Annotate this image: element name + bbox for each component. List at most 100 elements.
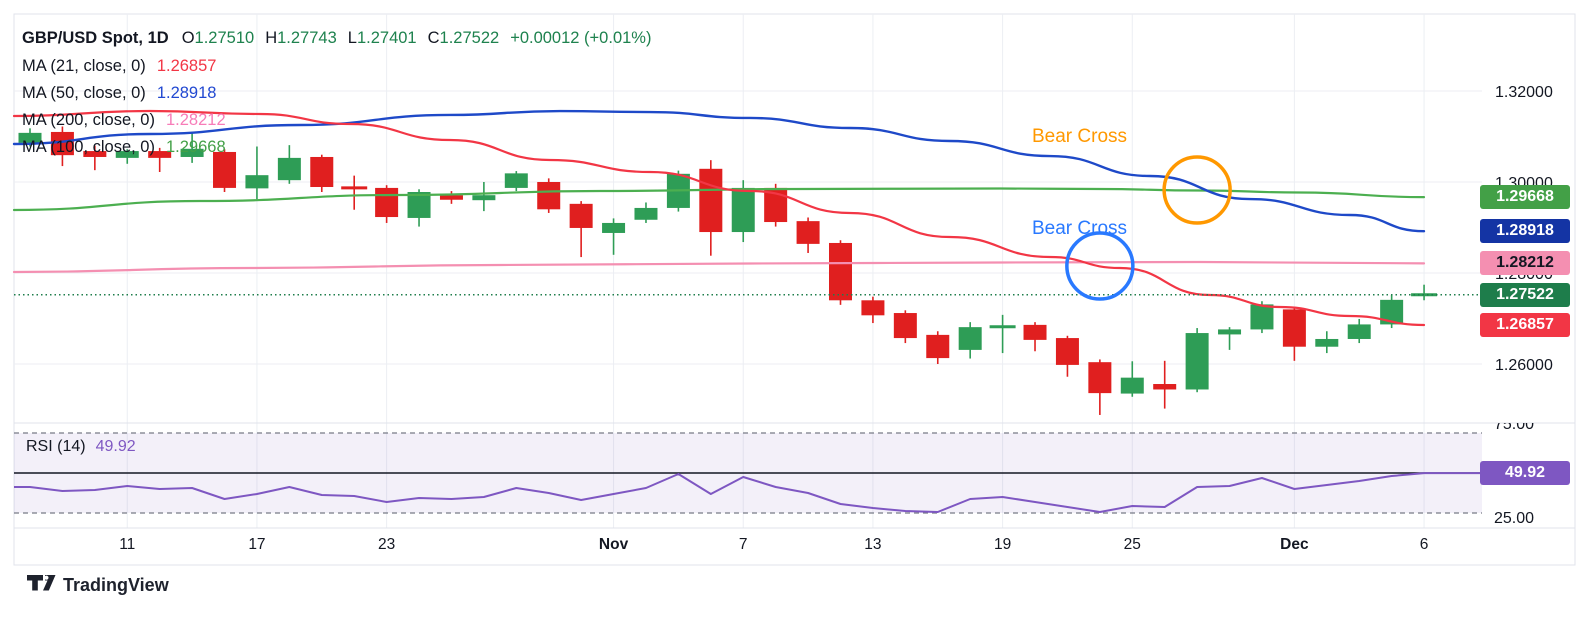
ma100-line[interactable] <box>12 187 1426 212</box>
ma50-line[interactable] <box>12 109 1426 233</box>
candle-body <box>1185 333 1209 390</box>
candle[interactable] <box>439 191 463 204</box>
price-tick-label: 1.32000 <box>1495 84 1553 101</box>
candle[interactable] <box>310 154 334 193</box>
candle-body <box>50 131 74 156</box>
candle-body <box>1380 299 1404 325</box>
price-axis[interactable] <box>1482 14 1575 528</box>
rsi-scale-low: 25.00 <box>1494 510 1535 527</box>
candle[interactable] <box>148 147 172 172</box>
candle[interactable] <box>1120 361 1144 397</box>
candle[interactable] <box>115 149 139 164</box>
candle[interactable] <box>180 132 204 163</box>
candle[interactable] <box>1315 331 1339 354</box>
time-tick-label: Dec <box>1280 536 1309 553</box>
symbol-legend-row[interactable]: GBP/USD Spot, 1D O1.27510 H1.27743 L1.27401… <box>22 29 651 48</box>
candle[interactable] <box>537 178 561 213</box>
candle[interactable] <box>50 126 74 167</box>
candle-body <box>634 207 658 220</box>
candle-body <box>569 203 593 228</box>
candle-body <box>537 182 561 210</box>
candle[interactable] <box>83 145 107 171</box>
ma200-legend-row[interactable]: MA (200, close, 0) 1.28212 <box>22 111 226 130</box>
time-tick-label: 25 <box>1124 536 1141 553</box>
bear-cross-label-upper[interactable]: Bear Cross <box>1032 126 1128 147</box>
high-value: 1.27743 <box>277 29 337 47</box>
close-value: 1.27522 <box>439 29 500 47</box>
candle[interactable] <box>1023 322 1047 352</box>
symbol-title: GBP/USD Spot, 1D <box>22 29 169 47</box>
candle[interactable] <box>277 145 301 184</box>
time-tick-label: 13 <box>864 536 881 553</box>
candle-body <box>861 300 885 316</box>
time-tick-label: 11 <box>119 536 135 553</box>
ma50-legend-row[interactable]: MA (50, close, 0) 1.28918 <box>22 84 216 103</box>
candle[interactable] <box>472 182 496 212</box>
rsi-scale[interactable]: 75.00 25.00 <box>1494 423 1586 528</box>
candle[interactable] <box>861 296 885 324</box>
close-label: C <box>427 29 440 47</box>
candle[interactable] <box>926 331 950 364</box>
chart-frame <box>13 13 1576 566</box>
ma21-value: 1.26857 <box>156 57 217 75</box>
candle-body <box>18 132 42 143</box>
tradingview-attribution[interactable]: TradingView <box>27 575 169 596</box>
candle[interactable] <box>375 185 399 223</box>
candle-body <box>602 222 626 233</box>
bear-cross-circle-lower[interactable] <box>1065 231 1135 301</box>
ma100-label: MA (100, close, 0) <box>22 138 155 156</box>
candle-body <box>829 242 852 301</box>
candle[interactable] <box>989 314 1016 354</box>
time-tick-label: 7 <box>739 536 748 553</box>
bear-cross-label-lower[interactable]: Bear Cross <box>1032 218 1128 239</box>
candle[interactable] <box>1282 306 1306 361</box>
candle[interactable] <box>1218 327 1242 350</box>
candle-body <box>375 187 399 218</box>
candle[interactable] <box>764 183 788 227</box>
candle[interactable] <box>504 171 528 192</box>
low-value: 1.27401 <box>356 29 417 47</box>
candle[interactable] <box>245 146 269 200</box>
ma21-legend-row[interactable]: MA (21, close, 0) 1.26857 <box>22 57 216 76</box>
candle[interactable] <box>569 201 593 258</box>
candle-body <box>893 313 917 339</box>
ma100-value: 1.29668 <box>165 138 226 156</box>
candle[interactable] <box>893 310 917 344</box>
rsi-line[interactable] <box>14 472 1482 513</box>
candle[interactable] <box>1347 318 1371 344</box>
candle[interactable] <box>1185 328 1209 393</box>
candle-body <box>439 195 463 200</box>
candle[interactable] <box>634 202 658 223</box>
candle[interactable] <box>958 322 982 359</box>
candle-body <box>277 157 301 181</box>
candle[interactable] <box>213 149 237 193</box>
candle[interactable] <box>1055 335 1079 377</box>
candle-body <box>115 151 139 158</box>
time-axis[interactable] <box>14 528 1575 565</box>
candle-body <box>1023 324 1047 340</box>
ma200-line[interactable] <box>12 260 1426 274</box>
candle[interactable] <box>602 218 626 255</box>
candle-body <box>731 187 755 233</box>
bear-cross-circle-upper[interactable] <box>1162 155 1232 225</box>
candle[interactable] <box>796 217 820 253</box>
candle[interactable] <box>829 240 852 305</box>
candle[interactable] <box>1411 284 1438 301</box>
candle[interactable] <box>699 160 723 256</box>
rsi-legend-row[interactable]: RSI (14) 49.92 <box>26 438 136 456</box>
time-tick-label: 19 <box>994 536 1011 553</box>
ma21-line[interactable] <box>12 109 1426 327</box>
candle[interactable] <box>1088 359 1112 415</box>
candle[interactable] <box>1153 360 1177 409</box>
candle[interactable] <box>341 175 368 210</box>
candle-body <box>148 151 172 158</box>
ma200-value: 1.28212 <box>165 111 226 129</box>
ma100-legend-row[interactable]: MA (100, close, 0) 1.29668 <box>22 138 226 157</box>
candle-body <box>1315 338 1339 347</box>
ma21-label: MA (21, close, 0) <box>22 57 146 75</box>
open-value: 1.27510 <box>194 29 255 47</box>
price-tick-label: 1.26000 <box>1495 357 1553 374</box>
time-tick-label: 6 <box>1420 536 1429 553</box>
